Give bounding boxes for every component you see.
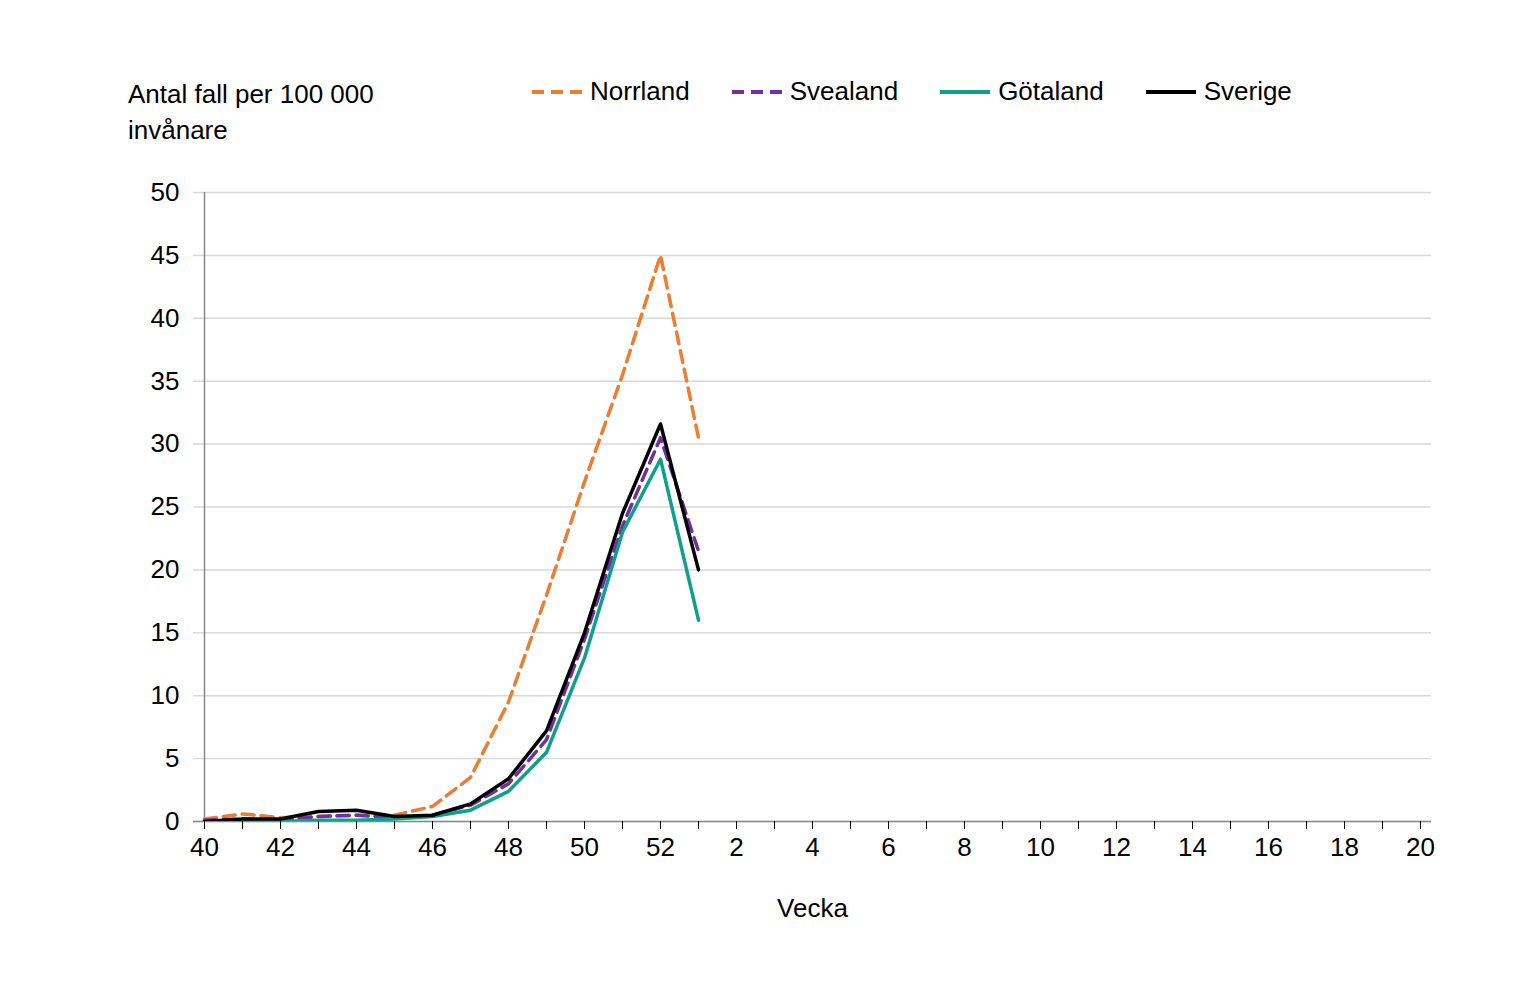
- svg-text:4: 4: [805, 832, 819, 862]
- html-text:Sverige: Sverige: [1203, 76, 1292, 106]
- svg-text:0: 0: [165, 806, 179, 836]
- svg-text:50: 50: [151, 177, 180, 207]
- svg-text:14: 14: [1178, 832, 1207, 862]
- svg-text:25: 25: [151, 491, 180, 521]
- svg-text:18: 18: [1330, 832, 1359, 862]
- svg-text:30: 30: [151, 428, 180, 458]
- svg-text:48: 48: [494, 832, 523, 862]
- html-text:Norrland: Norrland: [590, 76, 690, 106]
- svg-text:12: 12: [1102, 832, 1131, 862]
- svg-text:10: 10: [151, 680, 180, 710]
- svg-text:35: 35: [151, 366, 180, 396]
- svg-text:52: 52: [646, 832, 675, 862]
- svg-text:44: 44: [342, 832, 371, 862]
- svg-text:5: 5: [165, 743, 179, 773]
- svg-text:16: 16: [1254, 832, 1283, 862]
- svg-text:40: 40: [190, 832, 219, 862]
- svg-text:20: 20: [151, 554, 180, 584]
- svg-text:Vecka: Vecka: [777, 893, 848, 923]
- svg-text:45: 45: [151, 240, 180, 270]
- svg-text:10: 10: [1026, 832, 1055, 862]
- svg-text:42: 42: [266, 832, 295, 862]
- svg-text:6: 6: [881, 832, 895, 862]
- svg-text:2: 2: [729, 832, 743, 862]
- svg-text:46: 46: [418, 832, 447, 862]
- html-text:Antal fall per 100 000 invånar: Antal fall per 100 000 invånare: [128, 79, 374, 145]
- svg-text:15: 15: [151, 617, 180, 647]
- html-text:Svealand: Svealand: [789, 76, 899, 106]
- svg-text:40: 40: [151, 303, 180, 333]
- svg-text:8: 8: [957, 832, 971, 862]
- html-text:Götaland: Götaland: [998, 76, 1104, 106]
- svg-text:20: 20: [1406, 832, 1435, 862]
- svg-text:50: 50: [570, 832, 599, 862]
